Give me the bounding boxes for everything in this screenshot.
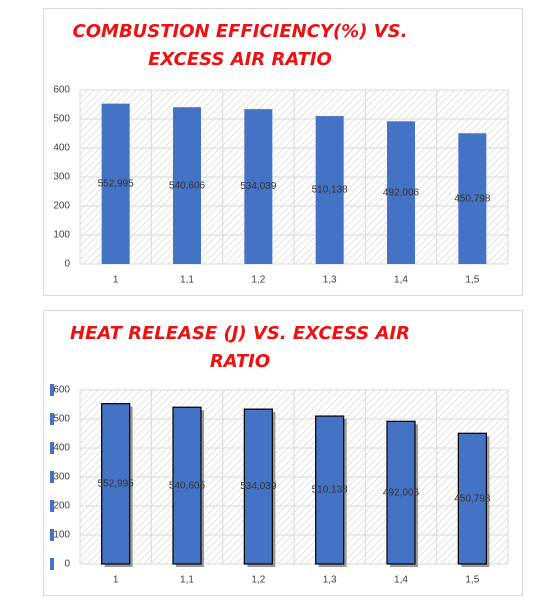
y-tick-label: 300 <box>53 472 70 483</box>
x-tick-label: 1,3 <box>323 275 337 286</box>
y-tick-label: 400 <box>53 443 70 454</box>
y-tick-box <box>50 384 54 396</box>
x-tick-label: 1,3 <box>323 575 337 586</box>
value-label: 450,798 <box>454 493 491 504</box>
chart-panel <box>43 310 523 596</box>
value-label: 492,006 <box>383 187 420 198</box>
chart-panel <box>43 8 523 296</box>
x-tick-label: 1,2 <box>251 575 265 586</box>
bar <box>458 133 487 264</box>
x-tick-label: 1,2 <box>251 275 265 286</box>
x-tick-label: 1,1 <box>180 575 194 586</box>
value-label: 534,039 <box>240 481 277 492</box>
x-tick-label: 1 <box>113 575 119 586</box>
value-label: 510,138 <box>312 185 349 196</box>
y-tick-label: 0 <box>64 559 70 570</box>
bar <box>173 107 201 264</box>
y-tick-box <box>50 529 54 541</box>
y-tick-label: 100 <box>53 530 70 541</box>
y-tick-box <box>50 413 54 425</box>
x-tick-label: 1,4 <box>394 575 408 586</box>
y-tick-label: 300 <box>53 172 70 183</box>
y-tick-label: 600 <box>53 385 70 396</box>
chart-title: Heat Release (J) vs. Excess Air Ratio <box>70 323 410 372</box>
y-tick-label: 200 <box>53 201 70 212</box>
x-tick-label: 1 <box>113 275 119 286</box>
bar <box>244 109 273 264</box>
bar <box>387 121 415 264</box>
x-tick-label: 1,4 <box>394 275 408 286</box>
y-tick-box <box>50 558 54 570</box>
y-tick-label: 100 <box>53 230 70 241</box>
bar <box>386 420 416 565</box>
y-tick-box <box>50 442 54 454</box>
x-tick-label: 1,1 <box>180 275 194 286</box>
y-tick-box <box>50 500 54 512</box>
x-tick-label: 1,5 <box>465 575 479 586</box>
y-tick-label: 500 <box>53 414 70 425</box>
chart-title: Combustion Efficiency(%) vs. Excess Air … <box>72 21 408 70</box>
value-label: 510,138 <box>312 485 349 496</box>
bar <box>315 116 344 264</box>
value-label: 540,606 <box>169 180 206 191</box>
value-label: 552,995 <box>98 178 135 189</box>
y-tick-box <box>50 471 54 483</box>
bar <box>315 415 345 565</box>
y-tick-label: 200 <box>53 501 70 512</box>
y-tick-label: 0 <box>64 259 70 270</box>
value-label: 540,605 <box>169 480 206 491</box>
x-tick-label: 1,5 <box>465 275 479 286</box>
value-label: 552,995 <box>98 478 135 489</box>
y-tick-label: 400 <box>53 143 70 154</box>
bar <box>457 432 487 565</box>
value-label: 534,039 <box>240 181 277 192</box>
bar <box>243 408 273 565</box>
value-label: 492,006 <box>383 487 420 498</box>
y-tick-label: 500 <box>53 114 70 125</box>
value-label: 450,798 <box>454 193 491 204</box>
y-tick-label: 600 <box>53 85 70 96</box>
bar <box>101 403 131 565</box>
bar <box>101 103 130 265</box>
bar <box>172 406 202 565</box>
